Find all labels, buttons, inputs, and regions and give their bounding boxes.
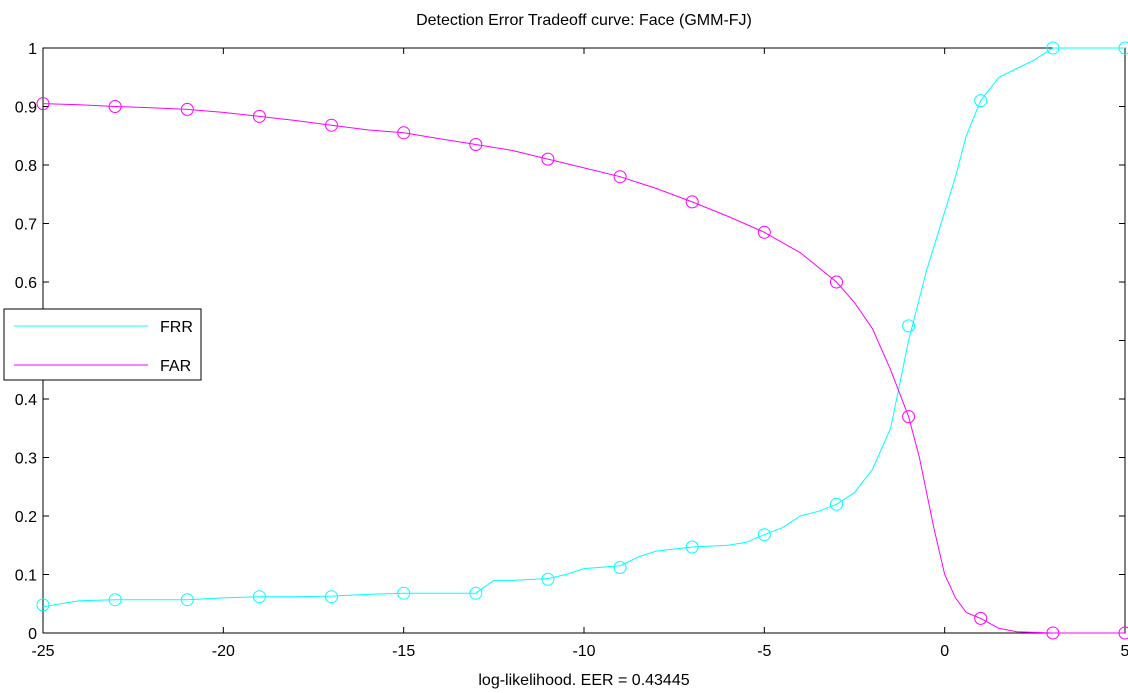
marker-frr [397,586,411,600]
chart-title: Detection Error Tradeoff curve: Face (GM… [416,12,752,29]
marker-frr [685,540,699,554]
x-tick-label: -15 [392,643,415,660]
marker-far [1118,626,1128,640]
marker-frr [469,586,483,600]
y-tick-label: 0.9 [15,100,37,117]
marker-far [252,109,266,123]
marker-frr [325,590,338,604]
marker-frr [541,572,555,586]
x-tick-label: -20 [212,643,235,660]
marker-far [613,170,627,184]
marker-far [180,102,194,116]
marker-frr [180,593,194,607]
marker-far [1046,626,1060,640]
marker-layer [36,41,1128,640]
series-line-far [42,103,1125,634]
legend-box [3,308,202,381]
x-tick-label: -10 [572,643,595,660]
y-tick-label: 0 [28,626,37,643]
legend-label-far: FAR [160,358,191,375]
marker-far [108,100,122,113]
marker-frr [902,319,916,333]
series-layer [42,47,1125,634]
y-tick-label: 0.1 [15,568,37,585]
x-tick-label: 5 [1121,643,1128,660]
y-tick-label: 0.3 [15,451,37,468]
marker-far [541,152,555,166]
marker-far [397,126,411,140]
marker-far [325,118,338,132]
x-tick-label: 0 [940,643,949,660]
marker-frr [1118,41,1128,55]
x-axis-label: log-likelihood. EER = 0.43445 [478,672,689,689]
series-line-frr [42,47,1125,608]
plot-area [42,47,1126,634]
marker-far [902,410,916,424]
marker-frr [613,561,627,574]
marker-frr [757,528,771,542]
marker-frr [1046,41,1060,55]
legend-label-frr: FRR [160,319,193,336]
y-tick-label: 1 [28,41,37,58]
x-tick-label: -5 [757,643,771,660]
marker-far [757,225,771,239]
marker-frr [252,590,266,604]
legend: FRR FAR [3,308,202,381]
y-tick-label: 0.4 [15,392,37,409]
y-tick-label: 0.8 [15,158,37,175]
marker-frr [830,497,843,511]
marker-far [830,275,843,289]
marker-frr [108,593,122,607]
marker-frr [974,94,988,108]
y-tick-label: 0.2 [15,509,37,526]
marker-frr [36,598,50,612]
y-tick-label: 0.6 [15,275,37,292]
marker-far [469,138,483,151]
x-tick-label: -25 [31,643,54,660]
axis-ticks: -25-20-15-10-50500.10.20.30.40.50.60.70.… [15,41,1128,660]
y-tick-label: 0.7 [15,217,37,234]
marker-far [974,611,988,625]
marker-far [36,97,50,111]
marker-far [685,195,699,209]
